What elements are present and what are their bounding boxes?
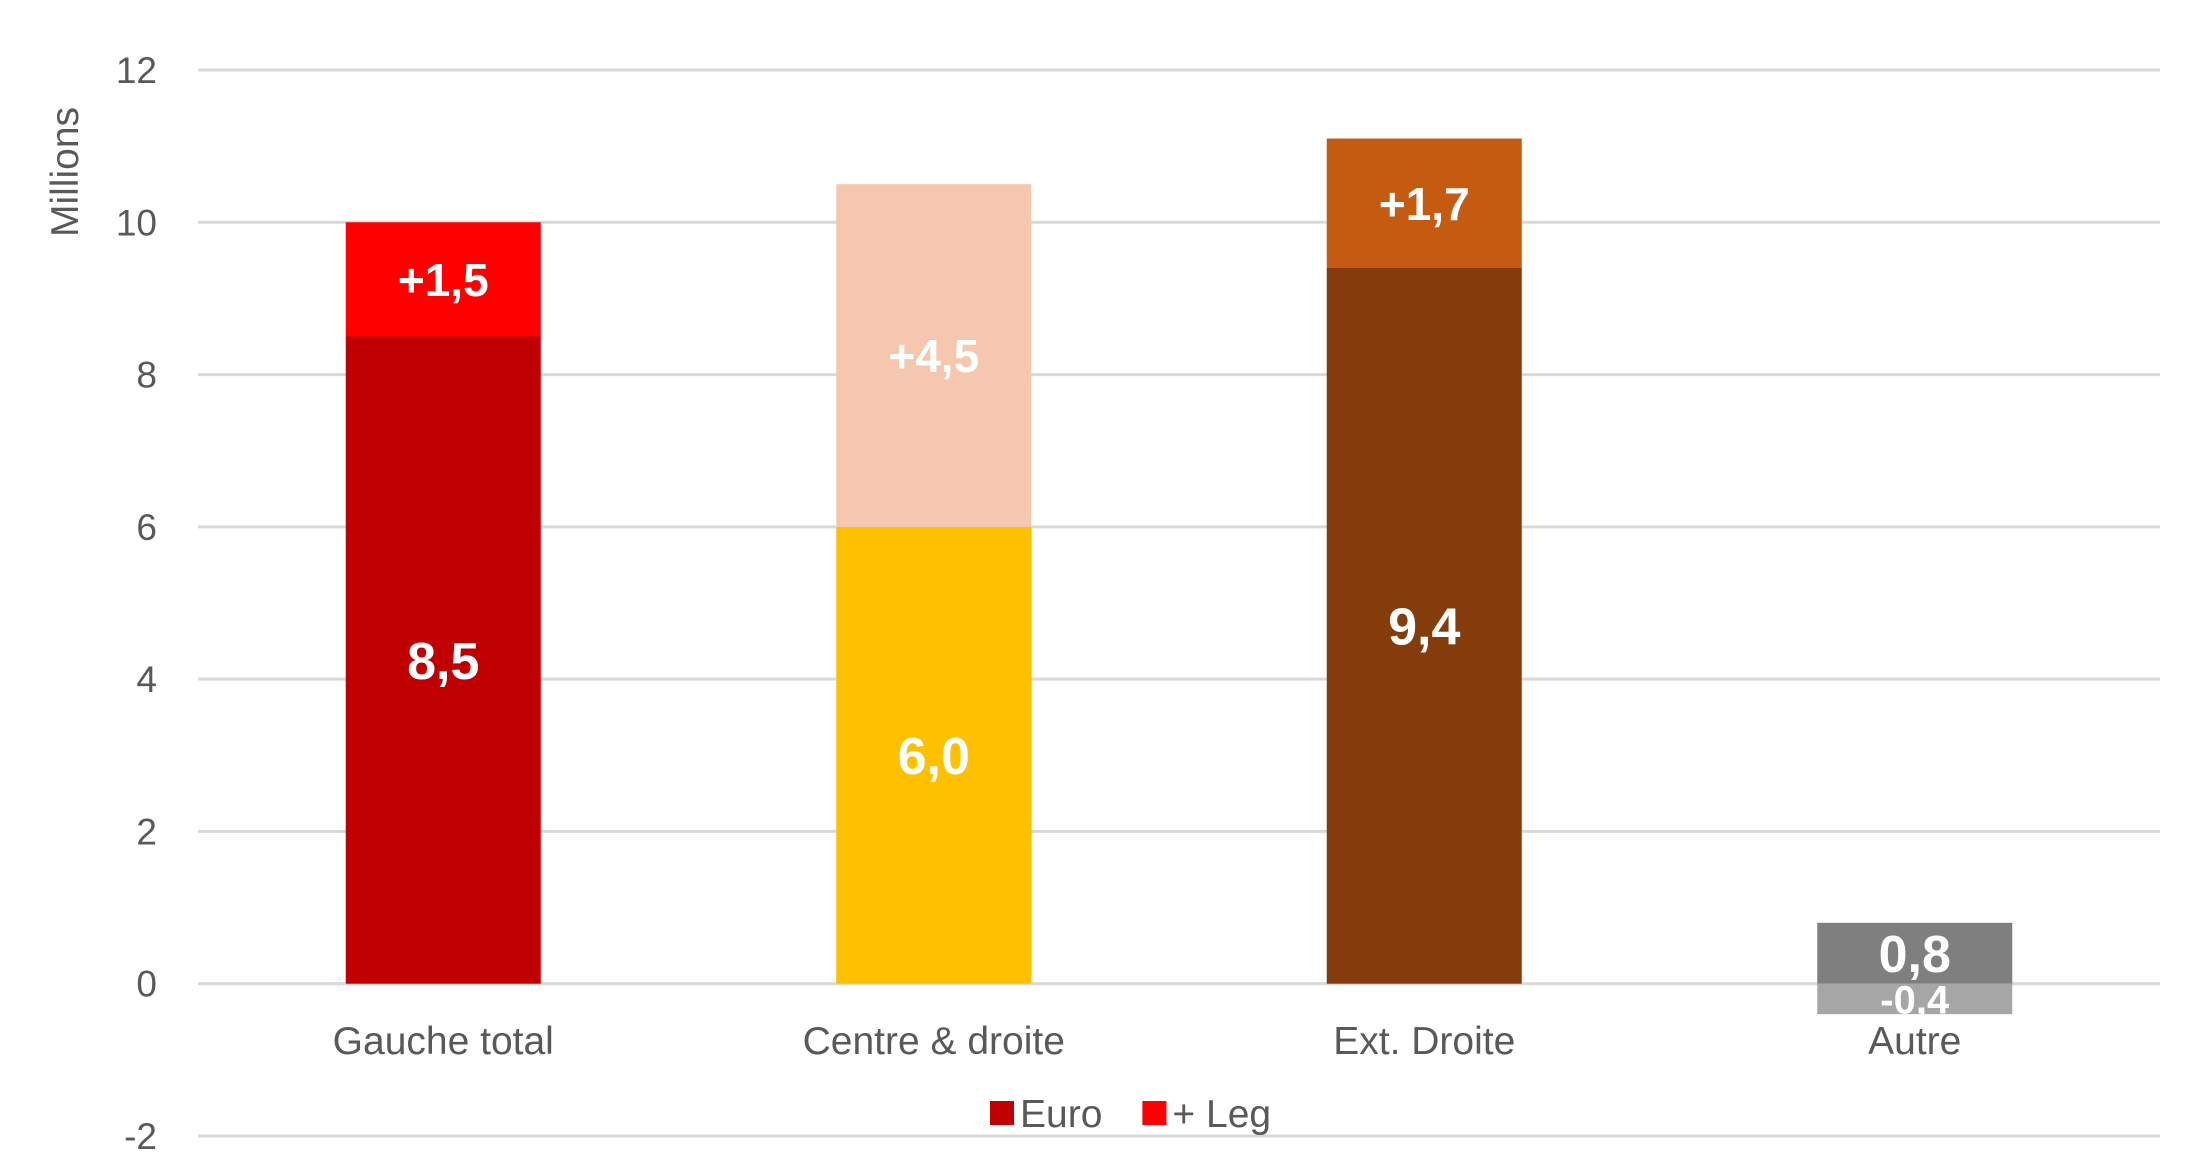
y-tick-label: 12 [116, 50, 157, 91]
data-labels: 8,5 +1,5 6,0 +4,5 9,4 +1,7 0,8-0,4 [398, 178, 1951, 1023]
bar-euro [836, 526, 1032, 984]
legend-swatch [990, 1101, 1014, 1125]
data-label-euro: 0,8 [1879, 926, 1951, 984]
y-tick-label: 2 [136, 811, 157, 852]
data-label-leg: +4,5 [888, 330, 979, 382]
data-label-euro: 9,4 [1388, 599, 1460, 657]
y-tick-label: 0 [136, 964, 157, 1005]
x-category-label: Autre [1868, 1020, 1961, 1063]
legend-label: + Leg [1172, 1093, 1271, 1136]
y-tick-label: -2 [124, 1116, 157, 1157]
bars [345, 138, 2013, 1015]
y-tick-label: 10 [116, 202, 157, 243]
data-label-leg: +1,7 [1379, 178, 1470, 230]
data-label-euro: 8,5 [407, 633, 479, 691]
y-tick-label: 6 [136, 507, 157, 548]
y-tick-label: 8 [136, 355, 157, 396]
legend-label: Euro [1020, 1093, 1102, 1136]
bar-leg [836, 184, 1032, 527]
axes: -2 0 2 4 6 8 10 12 Millions Gauche total Centre & … [44, 50, 1961, 1157]
x-category-label: Ext. Droite [1333, 1020, 1515, 1063]
y-axis-title: Millions [44, 107, 87, 237]
bar-euro [345, 336, 541, 984]
legend: Euro + Leg [990, 1093, 1271, 1136]
data-label-leg: -0,4 [1880, 978, 1950, 1022]
bar-leg [345, 222, 541, 337]
y-tick-label: 4 [136, 659, 157, 700]
legend-swatch [1142, 1101, 1167, 1125]
bar-leg [1326, 138, 1522, 268]
bar-euro [1817, 922, 2013, 984]
x-category-label: Gauche total [333, 1020, 554, 1063]
bar-euro [1326, 267, 1522, 984]
bar-leg [1817, 983, 2013, 1015]
data-label-leg: +1,5 [398, 254, 489, 306]
x-category-label: Centre & droite [803, 1020, 1065, 1063]
data-label-euro: 6,0 [898, 728, 970, 786]
